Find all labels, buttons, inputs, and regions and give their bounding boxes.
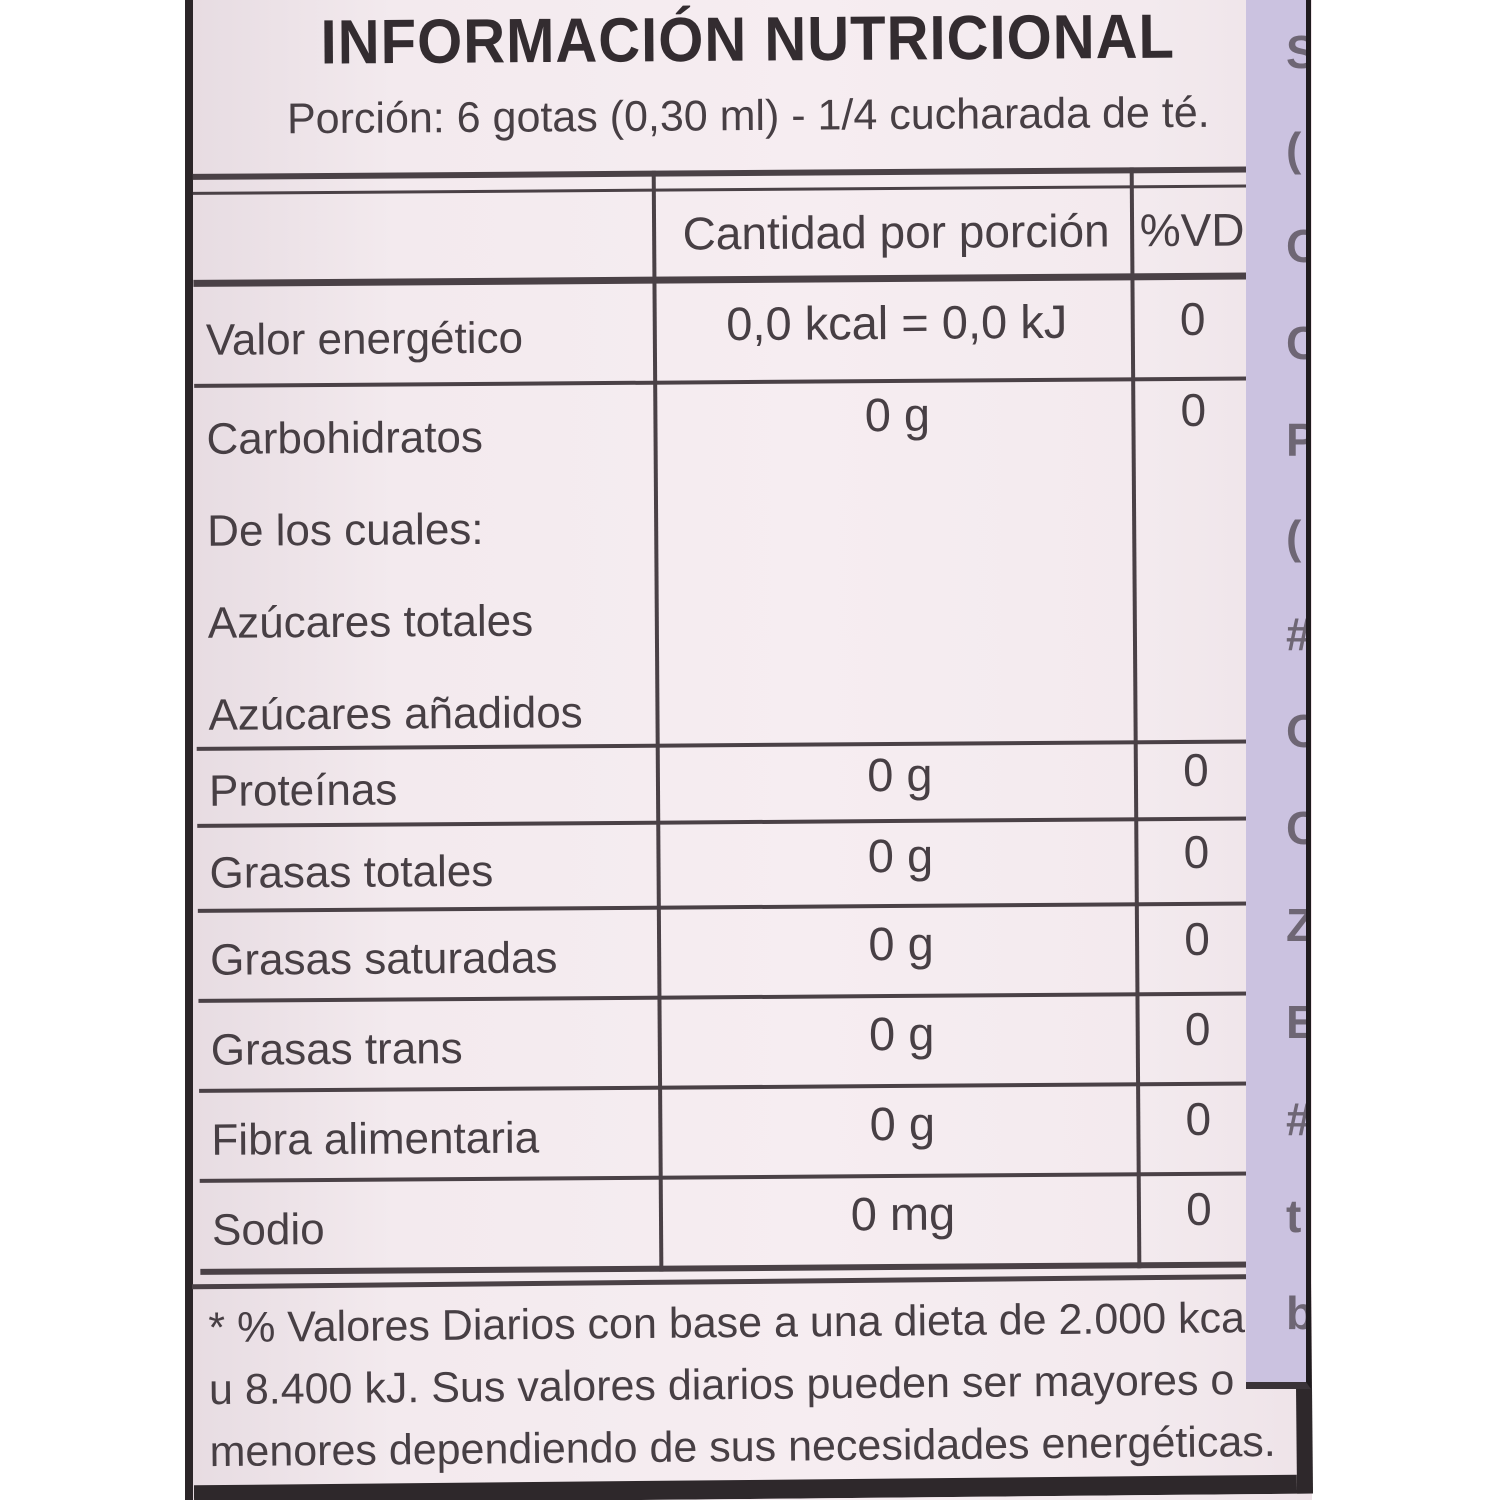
strip-partial-letter: (: [1286, 123, 1302, 175]
table-row: Valor energético 0,0 kcal = 0,0 kJ 0: [194, 284, 1249, 380]
amount-value: 0 g: [864, 387, 931, 442]
amount-value: 0,0 kcal = 0,0 kJ: [726, 294, 1068, 351]
dv-value: 0: [1185, 1092, 1212, 1145]
column-header-dv: %VD: [1139, 203, 1245, 257]
amount-value: 0 g: [867, 747, 933, 801]
strip-partial-letter: C: [1286, 780, 1306, 877]
strip-partial-letter: #: [1286, 1093, 1311, 1145]
strip-partial-letter: b: [1286, 1265, 1306, 1362]
dv-value: 0: [1179, 292, 1206, 345]
nutrient-name: Grasas totales: [209, 846, 494, 898]
strip-partial-letter: E: [1286, 974, 1306, 1071]
label-content: INFORMACIÓN NUTRICIONAL Porción: 6 gotas…: [189, 0, 1317, 1294]
nutrient-name-group: Carbohidratos De los cuales: Azúcares to…: [206, 389, 648, 745]
nutrient-name: Grasas trans: [210, 1024, 463, 1075]
nutrient-name: Proteínas: [208, 765, 398, 816]
nutrient-subline: Azúcares añadidos: [208, 688, 583, 740]
table-header-row: Cantidad por porción %VD: [193, 191, 1248, 276]
side-strip-text-column: S ( O C P ( # O C Z E # t b: [1286, 4, 1311, 1362]
strip-partial-letter: C: [1286, 295, 1306, 392]
strip-partial-letter: S: [1286, 4, 1306, 101]
nutrient-name: Sodio: [211, 1205, 325, 1255]
footnote-box: * % Valores Diarios con base a una dieta…: [191, 1273, 1314, 1500]
label-left-edge-line: [185, 0, 193, 1500]
table-row: Sodio 0 mg 0: [200, 1179, 1255, 1266]
column-header-amount: Cantidad por porción: [682, 204, 1110, 260]
daily-values-footnote: * % Valores Diarios con base a una dieta…: [208, 1284, 1313, 1483]
dv-value: 0: [1183, 825, 1210, 878]
nutrient-name: Carbohidratos: [206, 412, 484, 464]
amount-value: 0 mg: [850, 1186, 956, 1240]
label-background: [193, 0, 1312, 1500]
serving-size-text: Porción: 6 gotas (0,30 ml) - 1/4 cuchara…: [286, 88, 1210, 144]
nutrient-subline: Azúcares totales: [207, 596, 534, 648]
strip-partial-letter: O: [1286, 683, 1306, 780]
table-row: Grasas saturadas 0 g 0: [198, 909, 1253, 996]
table-row: Grasas trans 0 g 0: [199, 999, 1254, 1086]
nutrient-name: Valor energético: [205, 313, 524, 365]
table-rule: [192, 166, 1247, 180]
strip-partial-letter: t: [1286, 1190, 1302, 1242]
table-row: Proteínas 0 g 0: [197, 744, 1251, 821]
footnote-line: * % Valores Diarios con base a una dieta…: [208, 1294, 1255, 1353]
dv-value: 0: [1185, 1182, 1212, 1235]
nutrient-name: Fibra alimentaria: [211, 1113, 540, 1165]
side-strip: S ( O C P ( # O C Z E # t b: [1246, 0, 1311, 1389]
footnote-line: u 8.400 kJ. Sus valores diarios pueden s…: [208, 1356, 1235, 1415]
strip-partial-letter: O: [1286, 198, 1306, 295]
page-title: INFORMACIÓN NUTRICIONAL: [320, 1, 1176, 78]
table-row: Grasas totales 0 g 0: [197, 824, 1251, 906]
strip-partial-letter: #: [1286, 608, 1311, 660]
footnote-line: menores dependiendo de sus necesidades e…: [209, 1417, 1276, 1477]
amount-value: 0 g: [867, 828, 934, 883]
strip-partial-letter: Z: [1286, 877, 1306, 974]
dv-value: 0: [1182, 743, 1209, 796]
amount-value: 0 g: [868, 1006, 935, 1060]
table-row: Carbohidratos De los cuales: Azúcares to…: [194, 384, 1250, 745]
dv-value: 0: [1180, 383, 1207, 437]
table-row: Fibra alimentaria 0 g 0: [199, 1089, 1254, 1176]
dv-value: 0: [1184, 1002, 1211, 1055]
dv-value: 0: [1184, 912, 1211, 965]
amount-value: 0 g: [868, 916, 934, 970]
nutrient-subline: De los cuales:: [207, 504, 484, 556]
nutrient-name: Grasas saturadas: [210, 933, 558, 985]
amount-value: 0 g: [869, 1096, 936, 1150]
strip-partial-letter: (: [1286, 511, 1302, 563]
strip-partial-letter: P: [1286, 392, 1306, 489]
